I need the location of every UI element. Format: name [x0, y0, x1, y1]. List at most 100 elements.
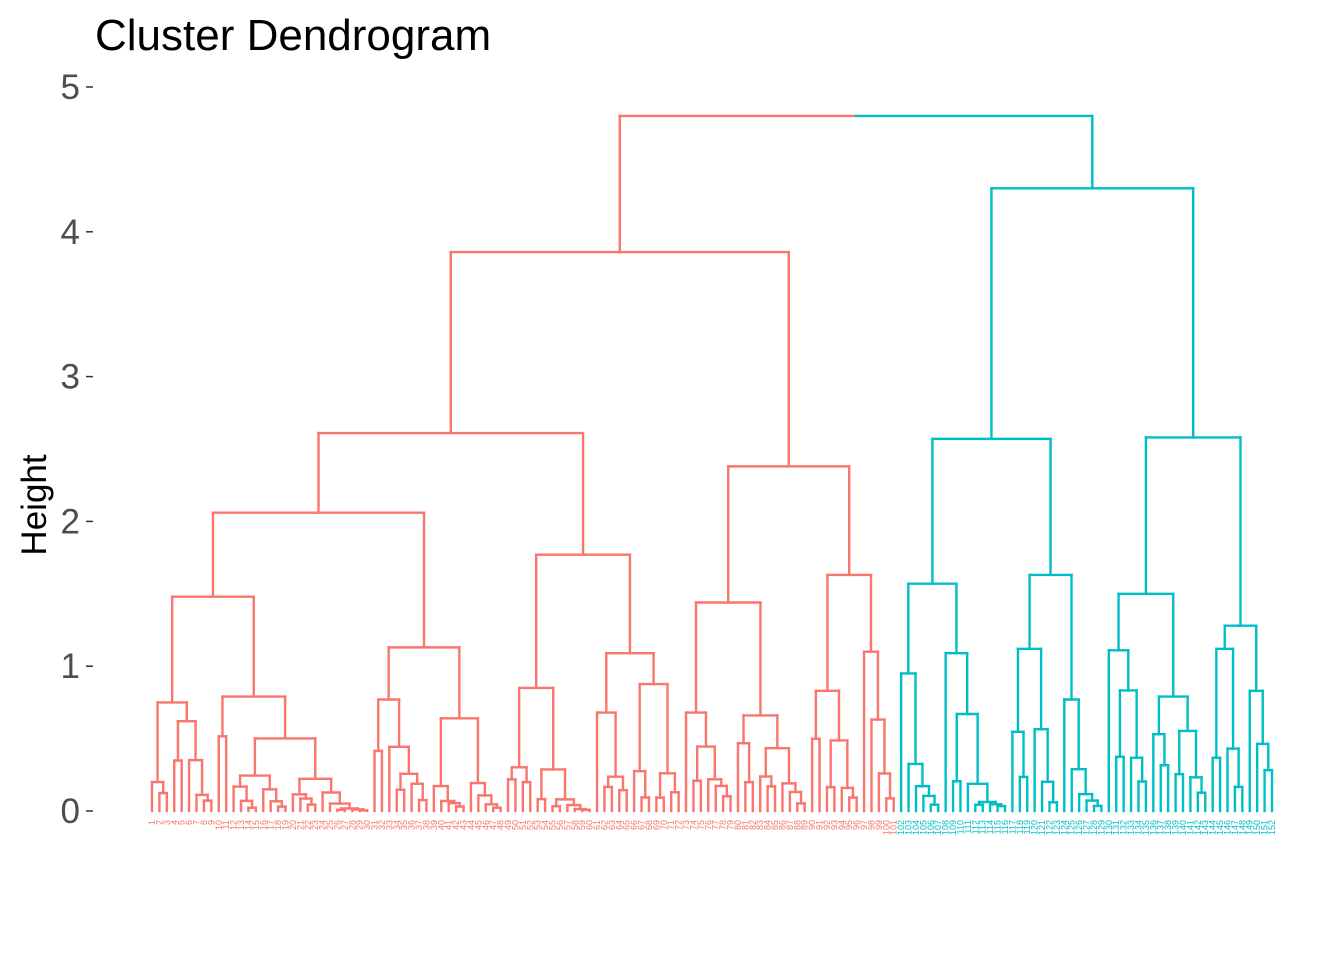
leaf-label: 130 [1104, 820, 1114, 835]
leaf-label: 144 [1208, 820, 1218, 835]
leaf-label: 60 [585, 820, 595, 830]
leaf-label: 80 [733, 820, 743, 830]
leaf-label: 54 [540, 820, 550, 830]
y-tick-label: 2 [61, 502, 80, 541]
leaf-label: 94 [837, 820, 847, 830]
leaf-label: 113 [978, 820, 988, 834]
leaf-label: 81 [740, 820, 750, 830]
leaf-label: 72 [674, 820, 684, 830]
leaf-label: 84 [763, 820, 773, 830]
leaf-label: 71 [666, 820, 676, 830]
leaf-label: 68 [644, 820, 654, 830]
leaf-label: 109 [948, 820, 958, 835]
leaf-label: 42 [451, 820, 461, 830]
leaf-label: 97 [859, 820, 869, 830]
leaf-label: 16 [258, 820, 268, 830]
leaf-label: 11 [221, 820, 231, 829]
leaf-label: 86 [777, 820, 787, 830]
leaf-label: 24 [318, 820, 328, 830]
leaf-label: 61 [592, 820, 602, 830]
leaf-label: 146 [1222, 820, 1232, 835]
leaf-label: 106 [926, 820, 936, 835]
leaf-label: 125 [1067, 820, 1077, 835]
leaf-label: 21 [295, 820, 305, 830]
leaf-label: 19 [281, 820, 291, 830]
leaf-label: 95 [844, 820, 854, 830]
leaf-label: 83 [755, 820, 765, 830]
y-tick-label: 4 [61, 213, 80, 252]
leaf-label: 115 [993, 820, 1003, 834]
leaf-label: 26 [332, 820, 342, 830]
leaf-label: 2 [154, 820, 164, 825]
leaf-label: 47 [488, 820, 498, 830]
leaf-label: 120 [1030, 820, 1040, 835]
leaf-label: 118 [1015, 820, 1025, 834]
leaf-label: 50 [510, 820, 520, 830]
leaf-label: 134 [1133, 820, 1143, 835]
leaf-label: 108 [941, 820, 951, 835]
leaf-label: 151 [1260, 820, 1270, 835]
leaf-labels: 1234567891011121314151617181920212223242… [147, 820, 1277, 835]
leaf-label: 14 [243, 820, 253, 830]
leaf-label: 3 [162, 820, 172, 825]
leaf-label: 76 [703, 820, 713, 830]
leaf-label: 13 [236, 820, 246, 830]
leaf-label: 7 [192, 820, 202, 825]
leaf-label: 4 [169, 820, 179, 825]
leaf-label: 35 [399, 820, 409, 830]
leaf-label: 122 [1044, 820, 1054, 835]
leaf-label: 98 [866, 820, 876, 830]
leaf-label: 29 [355, 820, 365, 830]
leaf-label: 62 [599, 820, 609, 830]
leaf-label: 143 [1200, 820, 1210, 835]
leaf-label: 27 [340, 820, 350, 830]
leaf-label: 104 [911, 820, 921, 835]
leaf-label: 73 [681, 820, 691, 830]
leaf-label: 105 [918, 820, 928, 835]
leaf-label: 150 [1252, 820, 1262, 835]
leaf-label: 56 [555, 820, 565, 830]
leaf-label: 39 [429, 820, 439, 830]
leaf-label: 128 [1089, 820, 1099, 835]
leaf-label: 9 [206, 820, 216, 825]
leaf-label: 112 [970, 820, 980, 834]
leaf-label: 58 [570, 820, 580, 830]
leaf-label: 69 [651, 820, 661, 830]
leaf-label: 110 [955, 820, 965, 834]
chart-title: Cluster Dendrogram [95, 11, 491, 60]
y-axis: 0 1 2 3 4 5 [61, 68, 93, 831]
leaf-label: 107 [933, 820, 943, 835]
leaf-label: 102 [896, 820, 906, 835]
leaf-label: 44 [466, 820, 476, 830]
leaf-label: 63 [607, 820, 617, 830]
leaf-label: 18 [273, 820, 283, 830]
leaf-label: 93 [829, 820, 839, 830]
leaf-label: 123 [1052, 820, 1062, 835]
leaf-label: 36 [407, 820, 417, 830]
leaf-label: 133 [1126, 820, 1136, 835]
leaf-label: 135 [1141, 820, 1151, 835]
leaf-label: 37 [414, 820, 424, 830]
leaf-label: 116 [1000, 820, 1010, 834]
leaf-label: 5 [177, 820, 187, 825]
leaf-label: 32 [377, 820, 387, 830]
leaf-label: 25 [325, 820, 335, 830]
leaf-label: 79 [726, 820, 736, 830]
leaf-label: 132 [1119, 820, 1129, 835]
leaf-label: 28 [347, 820, 357, 830]
leaf-label: 119 [1022, 820, 1032, 834]
leaf-label: 139 [1171, 820, 1181, 835]
leaf-label: 15 [251, 820, 261, 830]
leaf-label: 121 [1037, 820, 1047, 835]
leaf-label: 88 [792, 820, 802, 830]
leaf-label: 90 [807, 820, 817, 830]
leaf-label: 55 [548, 820, 558, 830]
leaf-label: 127 [1082, 820, 1092, 835]
leaf-label: 6 [184, 820, 194, 825]
y-tick-label: 3 [61, 358, 80, 397]
leaf-label: 75 [696, 820, 706, 830]
leaf-label: 41 [444, 820, 454, 830]
leaf-label: 100 [881, 820, 891, 835]
leaf-label: 57 [562, 820, 572, 830]
